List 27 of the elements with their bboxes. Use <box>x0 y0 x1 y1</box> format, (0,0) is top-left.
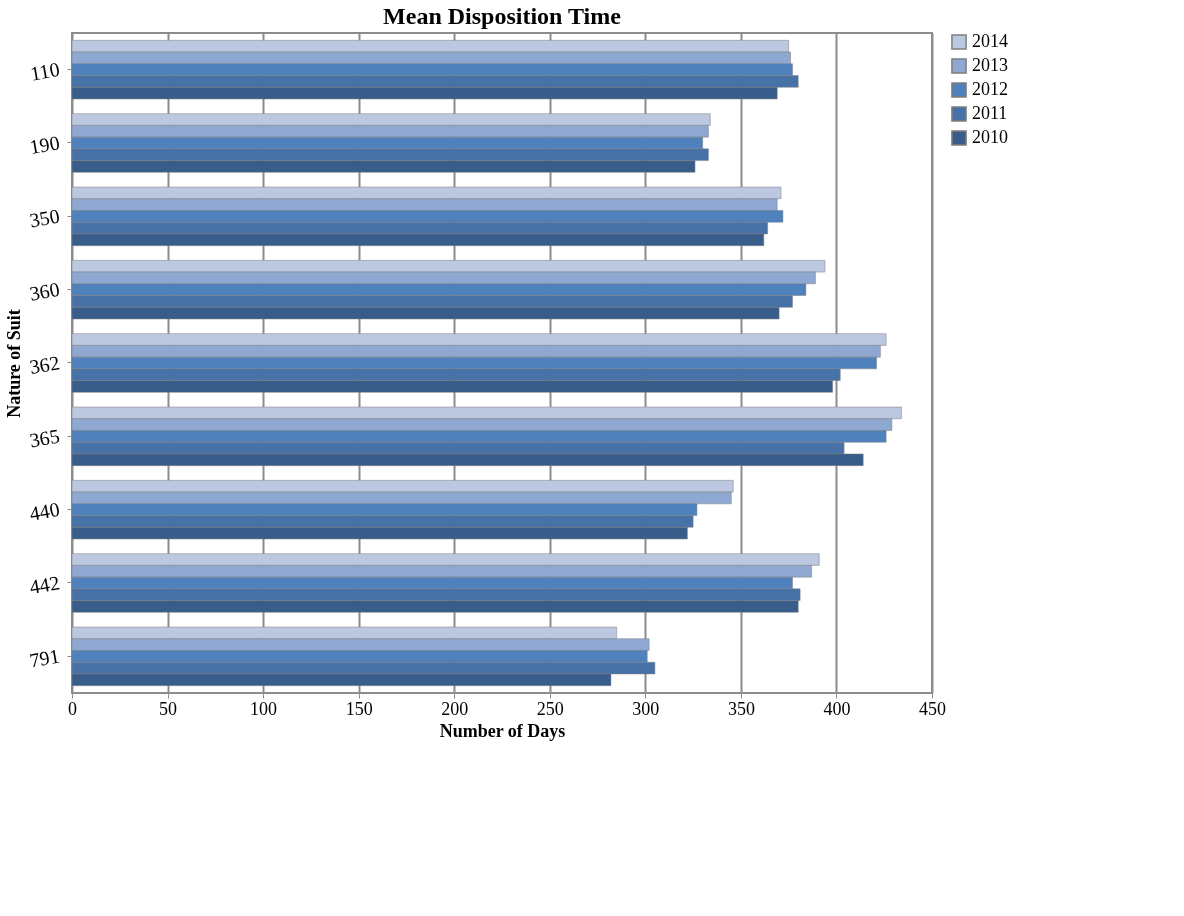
x-tick-label: 300 <box>632 698 660 719</box>
x-tick-label: 400 <box>823 698 851 719</box>
x-tick-label: 250 <box>536 698 564 719</box>
y-tick-label: 360 <box>27 277 62 305</box>
x-tick-label: 200 <box>441 698 469 719</box>
legend-label: 2013 <box>972 55 1008 75</box>
legend-label: 2012 <box>972 79 1008 99</box>
y-tick-label: 110 <box>28 57 62 85</box>
y-axis-title: Nature of Suit <box>4 309 25 418</box>
x-tick-label: 450 <box>919 698 946 719</box>
x-tick-label: 100 <box>250 698 278 719</box>
y-tick-label: 440 <box>27 497 62 525</box>
x-tick-label: 50 <box>159 698 178 719</box>
legend-label: 2014 <box>972 31 1008 51</box>
x-axis-title: Number of Days <box>439 720 566 741</box>
x-tick-label: 0 <box>68 698 77 719</box>
x-tick-label: 150 <box>345 698 373 719</box>
x-tick-label: 350 <box>727 698 755 719</box>
legend-label: 2010 <box>972 127 1008 147</box>
y-tick-label: 442 <box>27 571 62 599</box>
y-tick-label: 362 <box>27 351 62 379</box>
y-tick-label: 350 <box>27 204 62 232</box>
legend-label: 2011 <box>972 103 1008 123</box>
chart-title: Mean Disposition Time <box>383 3 622 29</box>
y-tick-label: 791 <box>27 644 62 672</box>
y-tick-label: 365 <box>27 424 62 452</box>
y-tick-label: 190 <box>27 131 62 159</box>
